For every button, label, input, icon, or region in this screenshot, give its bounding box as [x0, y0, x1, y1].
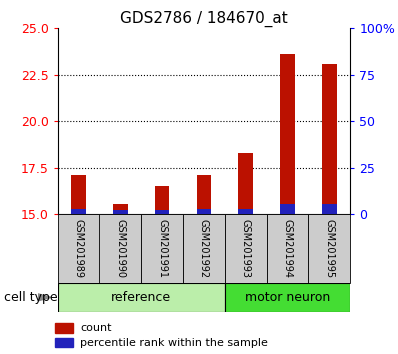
Text: GSM201995: GSM201995 [324, 219, 334, 278]
Text: GSM201994: GSM201994 [283, 219, 293, 278]
Bar [238, 153, 253, 214]
Bar [71, 209, 86, 214]
Bar [71, 175, 86, 214]
Bar [113, 204, 128, 214]
Bar [308, 214, 350, 283]
Bar [225, 283, 350, 312]
Bar [55, 324, 74, 333]
Bar [322, 64, 337, 214]
Bar [55, 338, 74, 348]
Bar [58, 283, 225, 312]
Bar [197, 209, 211, 214]
Polygon shape [38, 293, 54, 302]
Bar [100, 214, 141, 283]
Text: GSM201991: GSM201991 [157, 219, 167, 278]
Bar [280, 54, 295, 214]
Bar [322, 204, 337, 214]
Bar [280, 204, 295, 214]
Title: GDS2786 / 184670_at: GDS2786 / 184670_at [120, 11, 288, 27]
Text: cell type: cell type [4, 291, 58, 304]
Bar [197, 175, 211, 214]
Text: GSM201990: GSM201990 [115, 219, 125, 278]
Text: motor neuron: motor neuron [245, 291, 330, 304]
Bar [141, 214, 183, 283]
Bar [113, 210, 128, 214]
Bar [267, 214, 308, 283]
Text: reference: reference [111, 291, 172, 304]
Bar [155, 210, 170, 214]
Text: GSM201989: GSM201989 [74, 219, 84, 278]
Bar [183, 214, 225, 283]
Text: GSM201993: GSM201993 [241, 219, 251, 278]
Text: count: count [80, 323, 112, 333]
Text: percentile rank within the sample: percentile rank within the sample [80, 338, 268, 348]
Bar [155, 186, 170, 214]
Bar [238, 209, 253, 214]
Bar [58, 214, 100, 283]
Text: GSM201992: GSM201992 [199, 219, 209, 278]
Bar [225, 214, 267, 283]
